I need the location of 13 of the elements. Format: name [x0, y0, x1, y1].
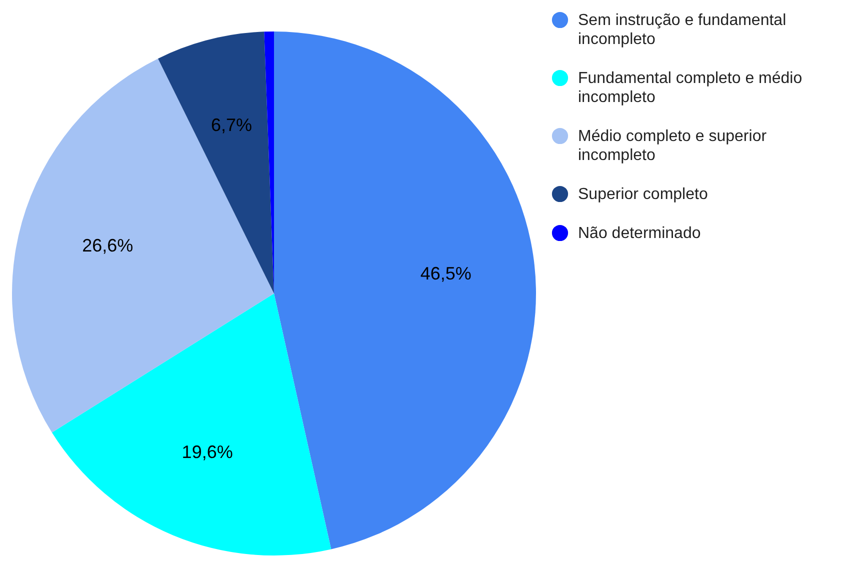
pie-slice — [52, 294, 332, 556]
data-label: 26,6% — [82, 235, 134, 256]
data-label: 19,6% — [182, 442, 233, 462]
legend-label: Superior completo — [578, 186, 708, 203]
legend-label: Fundamental completo e médio incompleto — [578, 70, 802, 106]
pie-slice — [274, 32, 536, 550]
legend-label: Não determinado — [578, 225, 701, 242]
legend-label: Sem instrução e fundamental incompleto — [578, 12, 786, 48]
legend-label: Médio completo e superior incompleto — [578, 128, 768, 164]
pie-slice — [12, 58, 274, 432]
data-label: 46,5% — [420, 264, 472, 284]
data-label: 6,7% — [211, 114, 252, 135]
pie-slice — [158, 32, 274, 294]
